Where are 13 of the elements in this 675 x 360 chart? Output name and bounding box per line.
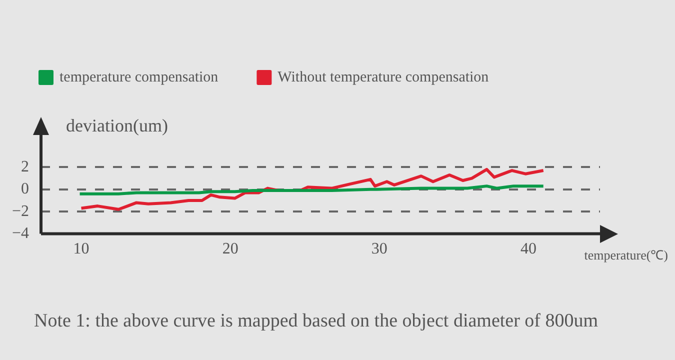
x-tick-label: 20 <box>222 240 238 258</box>
y-tick-label: −2 <box>12 202 30 220</box>
legend-label: Without temperature compensation <box>278 69 490 86</box>
x-tick-label: 30 <box>371 240 388 258</box>
legend-label: temperature compensation <box>60 69 219 86</box>
y-tick-label: 2 <box>21 158 30 176</box>
y-tick-label: −4 <box>12 225 30 242</box>
x-tick-label: 10 <box>73 240 90 258</box>
x-axis-title: temperature(℃) <box>584 248 668 263</box>
x-tick-label: 40 <box>520 240 536 258</box>
y-axis-title: deviation(um) <box>66 116 168 136</box>
text: Note 1: the above curve is mapped based on the object diameter of 800um <box>34 310 598 332</box>
y-tick-label: 0 <box>21 180 30 198</box>
